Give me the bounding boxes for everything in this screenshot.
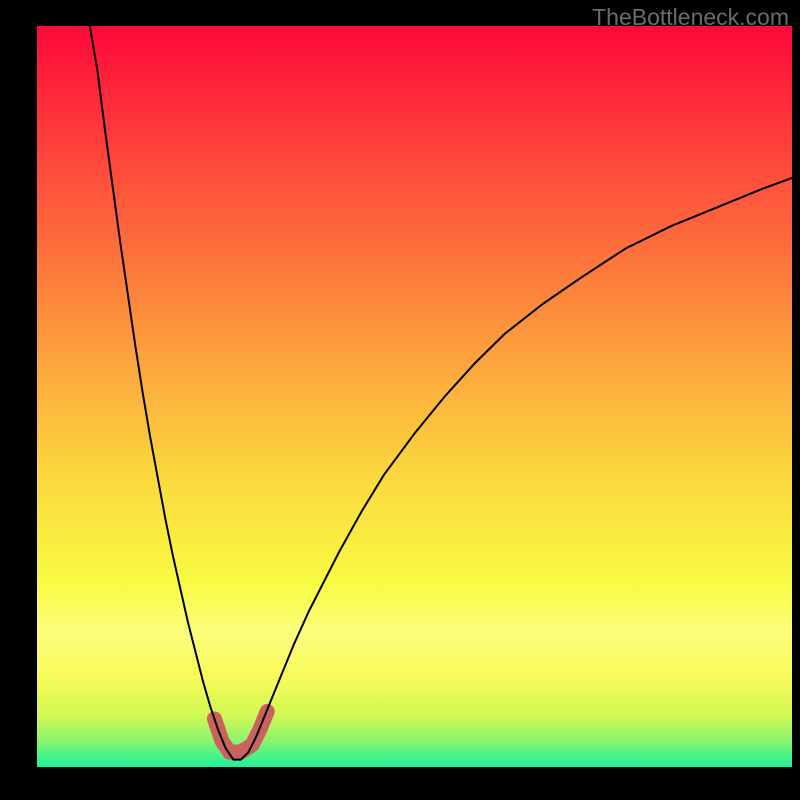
plot-area (37, 26, 792, 767)
curves-layer (37, 26, 792, 767)
chart-container: TheBottleneck.com (0, 0, 800, 800)
bottleneck-curve (90, 26, 792, 760)
watermark-text: TheBottleneck.com (592, 4, 789, 31)
valley-highlight (214, 711, 267, 752)
